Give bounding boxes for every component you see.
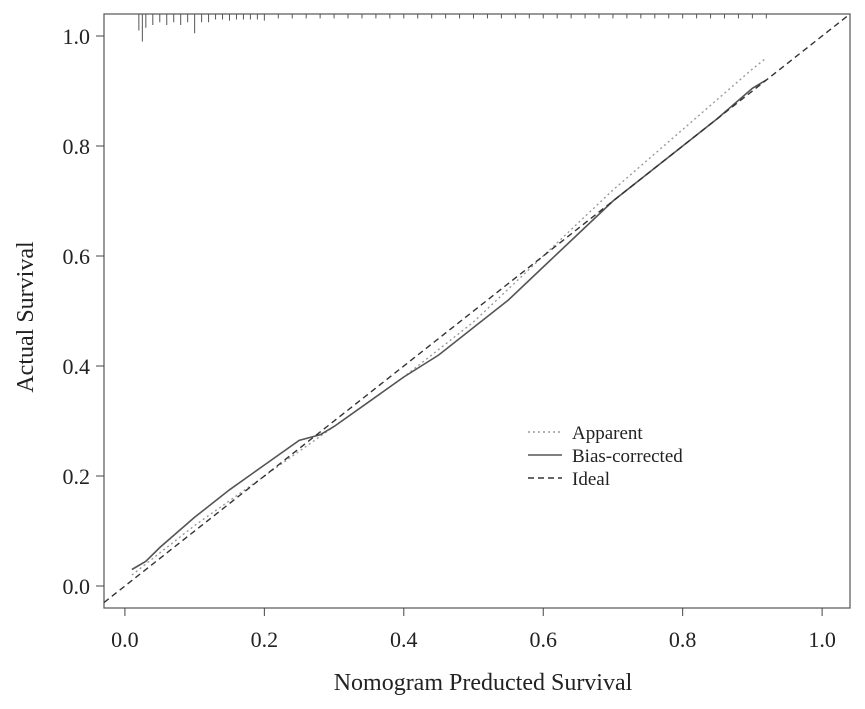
y-tick-label: 0.0 [63, 574, 91, 599]
rug-ticks [138, 14, 767, 42]
x-tick-label: 0.0 [111, 627, 139, 652]
x-tick-label: 0.2 [251, 627, 279, 652]
x-axis-title: Nomogram Preducted Survival [334, 670, 633, 696]
x-tick-label: 0.8 [669, 627, 697, 652]
y-tick-label: 0.4 [63, 354, 91, 379]
legend-label: Ideal [572, 469, 610, 490]
x-tick-label: 0.4 [390, 627, 418, 652]
y-axis-title: Actual Survival [13, 241, 39, 393]
series-line-bias-corrected [131, 79, 767, 571]
series-line-ideal [103, 13, 851, 604]
legend-label: Apparent [572, 423, 643, 444]
x-tick-label: 1.0 [808, 627, 836, 652]
x-tick-label: 0.6 [529, 627, 557, 652]
x-axis: 0.0 0.2 0.4 0.6 0.8 1.0 [111, 608, 836, 652]
y-tick-label: 0.2 [63, 464, 91, 489]
y-tick-label: 0.6 [63, 244, 91, 269]
y-tick-label: 0.8 [63, 134, 91, 159]
legend-label: Bias-corrected [572, 446, 683, 467]
series-line-apparent [131, 57, 767, 576]
plot-frame [103, 13, 851, 609]
y-tick-label: 1.0 [63, 24, 91, 49]
y-axis: 0.0 0.2 0.4 0.6 0.8 1.0 [63, 24, 104, 599]
series-lines [103, 13, 851, 604]
